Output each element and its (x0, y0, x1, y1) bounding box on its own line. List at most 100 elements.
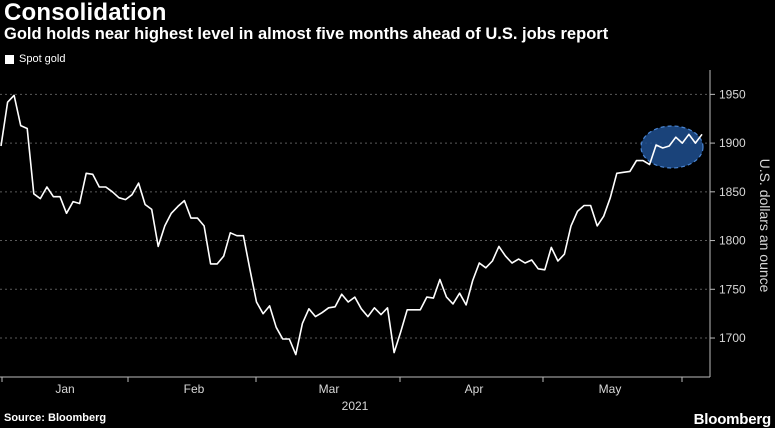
data-point-14 (92, 174, 94, 176)
legend-label-spot-gold: Spot gold (19, 53, 66, 65)
data-point-22 (144, 204, 146, 206)
data-point-51 (334, 306, 336, 308)
data-point-31 (203, 225, 205, 227)
data-point-45 (295, 354, 297, 356)
data-point-93 (610, 197, 612, 199)
source-note: Source: Bloomberg (4, 412, 107, 424)
gridlines (0, 93, 709, 339)
data-point-65 (426, 296, 428, 298)
y-tick-label-1900: 1900 (719, 136, 746, 150)
legend: Spot gold (5, 52, 65, 66)
data-point-75 (492, 260, 494, 262)
data-point-88 (577, 211, 579, 213)
data-point-105 (688, 134, 690, 136)
data-point-103 (675, 136, 677, 138)
data-point-32 (210, 263, 212, 265)
y-tick-label-1700: 1700 (719, 331, 746, 345)
data-point-26 (171, 213, 173, 215)
data-point-4 (26, 128, 28, 130)
data-point-101 (662, 147, 664, 149)
data-point-80 (524, 262, 526, 264)
data-point-40 (262, 313, 264, 315)
data-point-48 (315, 316, 317, 318)
data-point-21 (138, 182, 140, 184)
x-tick-label-may: May (599, 382, 622, 396)
data-point-24 (157, 246, 159, 248)
data-point-81 (531, 259, 533, 261)
data-point-29 (190, 217, 192, 219)
data-point-77 (505, 255, 507, 257)
data-point-84 (551, 247, 553, 249)
data-point-57 (374, 307, 376, 309)
y-axis-title: U.S. dollars an ounce (757, 159, 773, 293)
data-point-98 (642, 160, 644, 162)
data-point-63 (413, 309, 415, 311)
data-point-42 (275, 327, 277, 329)
data-point-87 (570, 225, 572, 227)
data-point-66 (433, 297, 435, 299)
data-point-76 (498, 246, 500, 248)
data-point-71 (465, 304, 467, 306)
data-point-1 (7, 101, 9, 103)
data-point-10 (66, 213, 68, 215)
x-tick-label-jan: Jan (55, 382, 74, 396)
data-point-3 (20, 125, 22, 127)
data-point-34 (223, 255, 225, 257)
data-point-11 (72, 201, 74, 203)
data-point-37 (243, 235, 245, 237)
data-point-61 (400, 331, 402, 333)
data-point-12 (79, 203, 81, 205)
data-point-89 (583, 205, 585, 207)
data-point-19 (125, 199, 127, 201)
data-point-73 (479, 262, 481, 264)
data-point-100 (655, 144, 657, 146)
data-point-70 (459, 292, 461, 294)
data-point-33 (216, 263, 218, 265)
data-point-90 (590, 205, 592, 207)
data-point-9 (59, 196, 61, 198)
data-point-44 (289, 338, 291, 340)
data-point-25 (164, 225, 166, 227)
data-point-13 (85, 173, 87, 175)
data-point-16 (105, 186, 107, 188)
data-point-59 (387, 307, 389, 309)
data-point-68 (446, 296, 448, 298)
data-point-102 (668, 145, 670, 147)
data-point-64 (420, 309, 422, 311)
data-point-78 (511, 262, 513, 264)
y-tick-label-1850: 1850 (719, 185, 746, 199)
x-tick-label-feb: Feb (184, 382, 205, 396)
data-point-53 (347, 301, 349, 303)
chart-title: Consolidation (4, 0, 167, 26)
data-point-18 (118, 197, 120, 199)
data-point-60 (393, 352, 395, 354)
data-point-97 (636, 160, 638, 162)
data-point-86 (564, 253, 566, 255)
bloomberg-logo: Bloomberg (693, 411, 772, 428)
data-point-99 (649, 164, 651, 166)
data-point-30 (197, 217, 199, 219)
legend-swatch-spot-gold (5, 54, 14, 64)
data-point-36 (236, 235, 238, 237)
data-point-17 (112, 191, 114, 193)
data-point-39 (256, 301, 258, 303)
data-point-38 (249, 269, 251, 271)
y-tick-label-1800: 1800 (719, 234, 746, 248)
data-point-0 (0, 145, 2, 147)
data-point-91 (596, 225, 598, 227)
data-point-62 (406, 309, 408, 311)
data-point-56 (367, 316, 369, 318)
data-point-2 (13, 95, 15, 97)
data-point-35 (230, 232, 232, 234)
y-tick-label-1750: 1750 (719, 282, 746, 296)
x-tick-label-mar: Mar (319, 382, 340, 396)
data-point-50 (328, 307, 330, 309)
data-point-20 (131, 194, 133, 196)
series-line-spot-gold (0, 94, 703, 356)
data-point-69 (452, 303, 454, 305)
y-tick-label-1950: 1950 (719, 87, 746, 101)
data-point-55 (361, 308, 363, 310)
data-point-47 (308, 308, 310, 310)
data-point-107 (701, 134, 703, 136)
